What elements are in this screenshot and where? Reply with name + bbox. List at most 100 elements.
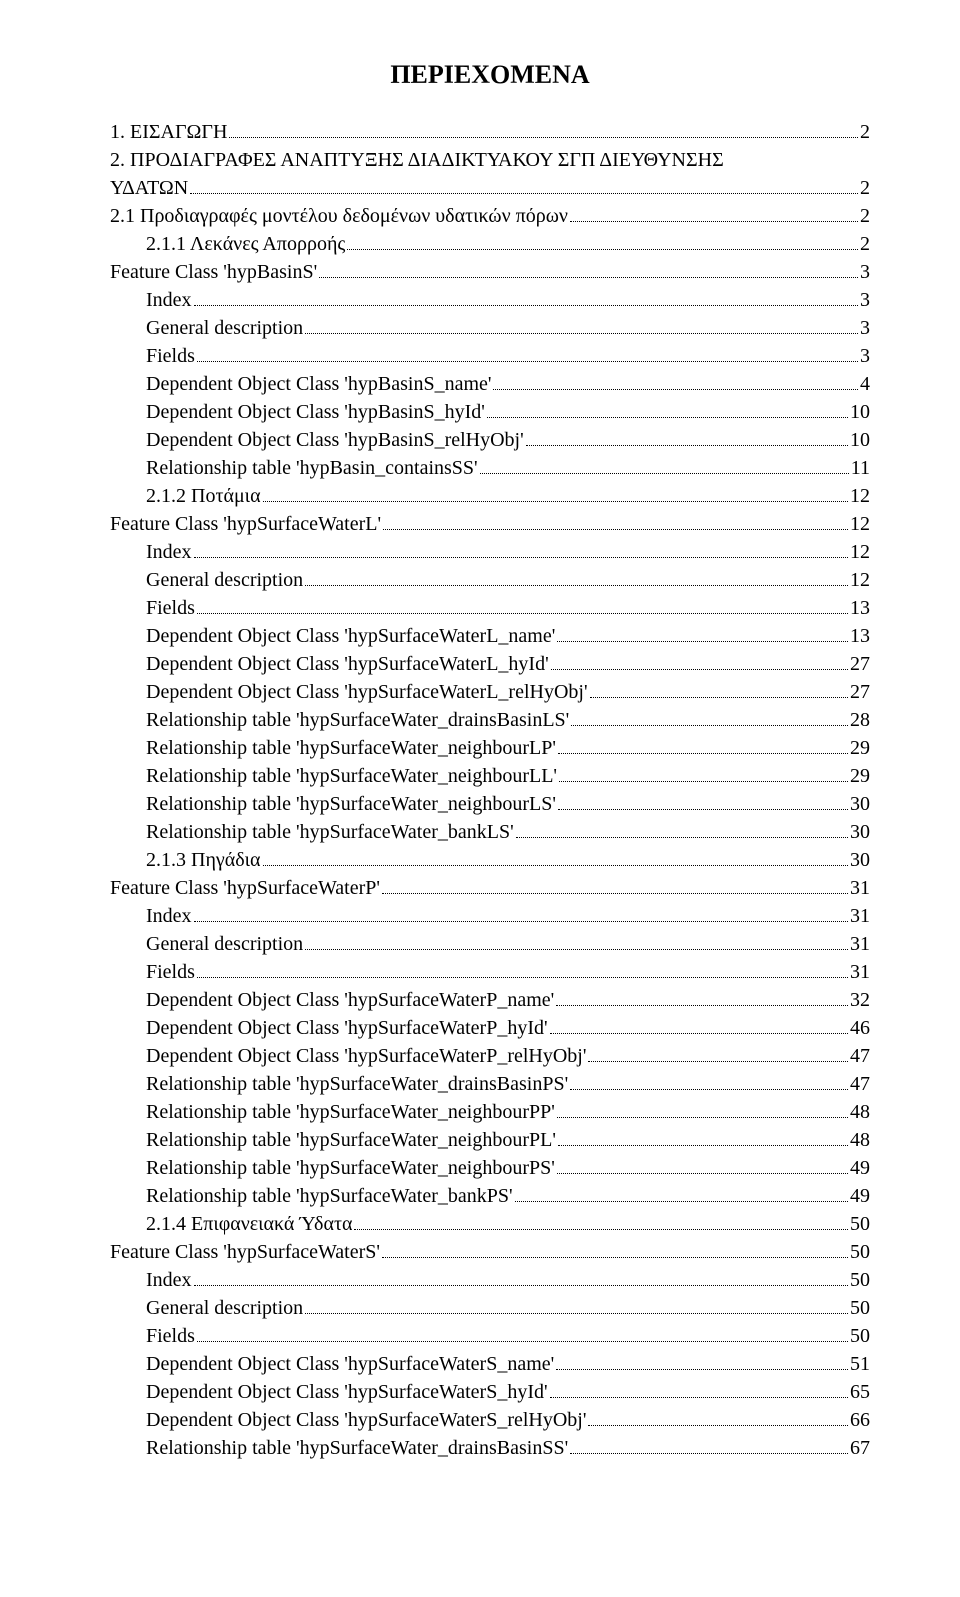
toc-label: Dependent Object Class 'hypBasinS_relHyO… (146, 426, 524, 454)
toc-page-number: 49 (850, 1182, 870, 1210)
toc-page-number: 2 (860, 202, 870, 230)
toc-entry: Relationship table 'hypSurfaceWater_neig… (110, 1126, 870, 1154)
toc-label: Feature Class 'hypSurfaceWaterL' (110, 510, 381, 538)
toc-page-number: 12 (850, 566, 870, 594)
toc-entry: Relationship table 'hypSurfaceWater_drai… (110, 706, 870, 734)
toc-entry: General description31 (110, 930, 870, 958)
toc-entry: Feature Class 'hypSurfaceWaterP' 31 (110, 874, 870, 902)
toc-label: Index (146, 1266, 192, 1294)
toc-leader-dots (558, 1145, 848, 1146)
toc-page-number: 2 (860, 230, 870, 258)
toc-label: ΥΔΑΤΩΝ (110, 174, 188, 202)
toc-leader-dots (588, 1061, 848, 1062)
toc-label: Feature Class 'hypSurfaceWaterS' (110, 1238, 380, 1266)
toc-leader-dots (516, 837, 848, 838)
toc-page-number: 29 (850, 734, 870, 762)
toc-page-number: 28 (850, 706, 870, 734)
toc-page-number: 13 (850, 594, 870, 622)
toc-leader-dots (480, 473, 849, 474)
toc-leader-dots (197, 613, 848, 614)
toc-page-number: 31 (850, 902, 870, 930)
toc-page-number: 4 (860, 370, 870, 398)
toc-leader-dots (526, 445, 848, 446)
toc-entry: Feature Class 'hypSurfaceWaterS'50 (110, 1238, 870, 1266)
toc-page-number: 50 (850, 1266, 870, 1294)
toc-entry: Feature Class 'hypBasinS'3 (110, 258, 870, 286)
toc-leader-dots (194, 1285, 848, 1286)
toc-label: Fields (146, 958, 195, 986)
toc-leader-dots (305, 333, 858, 334)
toc-page-number: 30 (850, 818, 870, 846)
toc-label: Index (146, 538, 192, 566)
toc-page-number: 48 (850, 1126, 870, 1154)
toc-leader-dots (557, 1173, 848, 1174)
toc-entry: Dependent Object Class 'hypSurfaceWaterP… (110, 1042, 870, 1070)
toc-leader-dots (557, 641, 848, 642)
toc-entry: General description50 (110, 1294, 870, 1322)
toc-leader-dots (487, 417, 848, 418)
toc-label: Relationship table 'hypBasin_containsSS' (146, 454, 478, 482)
toc-page-number: 47 (850, 1070, 870, 1098)
toc-leader-dots (190, 193, 858, 194)
toc-page-number: 67 (850, 1434, 870, 1462)
toc-label: Relationship table 'hypSurfaceWater_bank… (146, 1182, 513, 1210)
toc-label: Dependent Object Class 'hypSurfaceWaterP… (146, 1014, 548, 1042)
toc-entry: Relationship table 'hypSurfaceWater_neig… (110, 762, 870, 790)
toc-entry: 2.1.1 Λεκάνες Απορροής2 (110, 230, 870, 258)
toc-page-number: 3 (860, 314, 870, 342)
toc-label: Fields (146, 594, 195, 622)
toc-page-number: 49 (850, 1154, 870, 1182)
toc-page-number: 2 (860, 118, 870, 146)
toc-label: Relationship table 'hypSurfaceWater_drai… (146, 1070, 568, 1098)
toc-leader-dots (557, 1117, 848, 1118)
toc-label: Relationship table 'hypSurfaceWater_neig… (146, 1098, 555, 1126)
toc-label: General description (146, 566, 303, 594)
toc-entry: General description3 (110, 314, 870, 342)
toc-page-number: 31 (850, 874, 870, 902)
toc-label: Dependent Object Class 'hypSurfaceWaterS… (146, 1378, 548, 1406)
toc-entry: 2. ΠΡΟΔΙΑΓΡΑΦΕΣ ΑΝΑΠΤΥΞΗΣ ΔΙΑΔΙΚΤΥΑΚΟΥ Σ… (110, 146, 870, 174)
toc-page-number: 10 (850, 426, 870, 454)
toc-label: Dependent Object Class 'hypSurfaceWaterP… (146, 986, 554, 1014)
toc-label: Feature Class 'hypSurfaceWaterP' (110, 874, 380, 902)
toc-label: 1. ΕΙΣΑΓΩΓΗ (110, 118, 227, 146)
toc-page-number: 12 (850, 538, 870, 566)
toc-entry: Index31 (110, 902, 870, 930)
toc-page-number: 12 (850, 510, 870, 538)
toc-entry: Dependent Object Class 'hypSurfaceWaterS… (110, 1406, 870, 1434)
toc-page-number: 31 (850, 958, 870, 986)
toc-page-number: 50 (850, 1294, 870, 1322)
toc-entry: Relationship table 'hypSurfaceWater_bank… (110, 818, 870, 846)
toc-entry: Dependent Object Class 'hypBasinS_hyId'1… (110, 398, 870, 426)
table-of-contents: 1. ΕΙΣΑΓΩΓΗ22. ΠΡΟΔΙΑΓΡΑΦΕΣ ΑΝΑΠΤΥΞΗΣ ΔΙ… (110, 118, 870, 1462)
toc-entry: Index 50 (110, 1266, 870, 1294)
toc-leader-dots (556, 1005, 848, 1006)
toc-leader-dots (551, 669, 848, 670)
toc-entry: Relationship table 'hypSurfaceWater_bank… (110, 1182, 870, 1210)
page-title: ΠΕΡΙΕΧΟΜΕΝΑ (110, 60, 870, 90)
toc-leader-dots (550, 1397, 848, 1398)
toc-label: Relationship table 'hypSurfaceWater_neig… (146, 1126, 556, 1154)
toc-entry: 1. ΕΙΣΑΓΩΓΗ 2 (110, 118, 870, 146)
toc-entry: Fields 31 (110, 958, 870, 986)
toc-leader-dots (382, 1257, 848, 1258)
toc-label: 2.1 Προδιαγραφές μοντέλου δεδομένων υδατ… (110, 202, 568, 230)
toc-label: Fields (146, 342, 195, 370)
toc-leader-dots (194, 921, 848, 922)
toc-label: Relationship table 'hypSurfaceWater_neig… (146, 790, 556, 818)
toc-leader-dots (550, 1033, 848, 1034)
toc-page-number: 50 (850, 1210, 870, 1238)
toc-page-number: 30 (850, 790, 870, 818)
toc-page-number: 3 (860, 286, 870, 314)
toc-leader-dots (305, 949, 848, 950)
toc-leader-dots (197, 361, 858, 362)
toc-label: Relationship table 'hypSurfaceWater_neig… (146, 762, 557, 790)
toc-label: Dependent Object Class 'hypSurfaceWaterL… (146, 622, 555, 650)
toc-entry: Relationship table 'hypBasin_containsSS'… (110, 454, 870, 482)
toc-leader-dots (263, 865, 848, 866)
toc-entry: General description 12 (110, 566, 870, 594)
toc-entry: Dependent Object Class 'hypSurfaceWaterL… (110, 678, 870, 706)
toc-entry: Relationship table 'hypSurfaceWater_neig… (110, 790, 870, 818)
toc-entry: Dependent Object Class 'hypBasinS_relHyO… (110, 426, 870, 454)
toc-label: General description (146, 930, 303, 958)
